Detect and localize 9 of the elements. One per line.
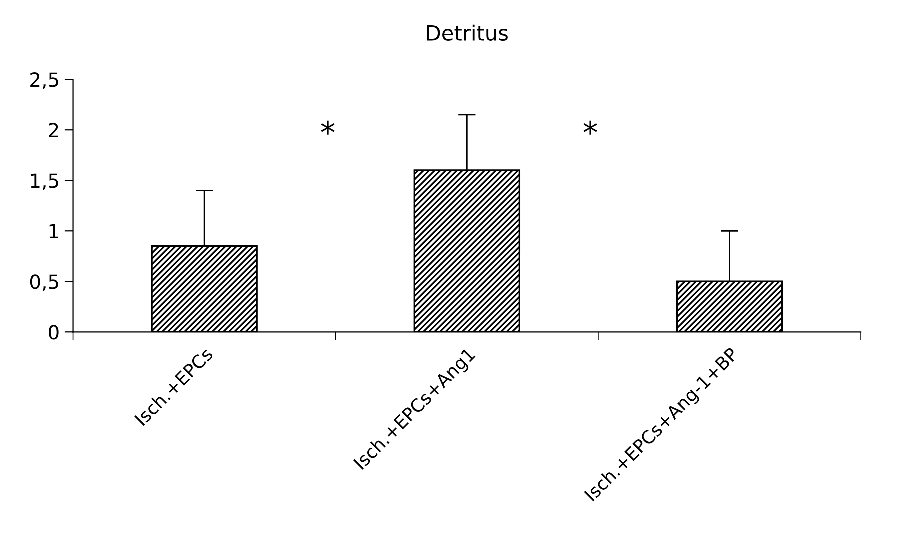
- y-tick-label: 1,5: [31, 174, 58, 190]
- y-tick-label: 2,5: [30, 72, 58, 90]
- annotation: *: [584, 120, 598, 135]
- y-tick-label: 0: [48, 325, 59, 340]
- y-tick-label: 0,5: [30, 274, 58, 292]
- y-tick-label: 2: [49, 123, 58, 138]
- y-tick-label: 1: [50, 224, 58, 239]
- chart-title: Detritus: [427, 24, 508, 42]
- annotation: *: [321, 120, 335, 135]
